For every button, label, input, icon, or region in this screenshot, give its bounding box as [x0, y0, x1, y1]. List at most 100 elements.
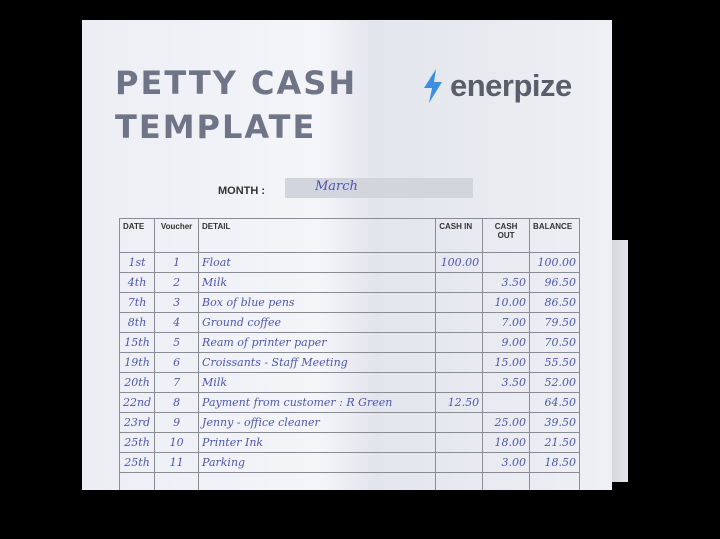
table-row	[118, 472, 580, 490]
title-line-2: TEMPLATE	[115, 108, 317, 146]
month-value: March	[315, 179, 358, 194]
cell-cash-out: 7.00	[482, 312, 531, 333]
cell-date: 20th	[118, 372, 156, 393]
cell-detail: Jenny - office cleaner	[198, 412, 437, 433]
cell-cash-in	[435, 332, 484, 353]
cell-cash-in	[435, 352, 484, 373]
cell-cash-out: 18.00	[482, 432, 531, 453]
cell-detail: Croissants - Staff Meeting	[198, 352, 437, 373]
table-row: 4th 2 Milk 3.50 96.50	[118, 272, 580, 293]
cell-cash-in	[435, 412, 484, 433]
cell-cash-in	[435, 292, 484, 313]
cell-cash-out	[482, 252, 531, 273]
cell-date: 1st	[118, 252, 156, 273]
header-cash-in: CASH IN	[435, 218, 484, 253]
cell-cash-in	[435, 472, 484, 490]
cell-date: 7th	[118, 292, 156, 313]
cell-date: 15th	[118, 332, 156, 353]
cell-voucher: 5	[154, 332, 200, 353]
cell-voucher: 3	[154, 292, 200, 313]
cell-balance	[529, 472, 580, 490]
cell-detail: Ream of printer paper	[198, 332, 437, 353]
petty-cash-sheet: PETTY CASH TEMPLATE enerpize MONTH : Mar…	[82, 20, 612, 490]
cell-voucher: 2	[154, 272, 200, 293]
cell-date: 25th	[118, 432, 156, 453]
cell-voucher: 1	[154, 252, 200, 273]
table-row: 25th 11 Parking 3.00 18.50	[118, 452, 580, 473]
cell-date: 23rd	[118, 412, 156, 433]
cell-balance: 52.00	[529, 372, 580, 393]
table-row: 20th 7 Milk 3.50 52.00	[118, 372, 580, 393]
cell-balance: 64.50	[529, 392, 580, 413]
month-field[interactable]: March	[285, 178, 473, 198]
table-row: 15th 5 Ream of printer paper 9.00 70.50	[118, 332, 580, 353]
cell-detail: Float	[198, 252, 437, 273]
cell-balance: 86.50	[529, 292, 580, 313]
lightning-bolt-icon	[424, 69, 442, 103]
header-detail: DETAIL	[198, 218, 437, 253]
cell-voucher: 8	[154, 392, 200, 413]
cell-balance: 18.50	[529, 452, 580, 473]
cell-detail: Box of blue pens	[198, 292, 437, 313]
cell-balance: 70.50	[529, 332, 580, 353]
cell-cash-out: 3.00	[482, 452, 531, 473]
cell-balance: 96.50	[529, 272, 580, 293]
cell-balance: 55.50	[529, 352, 580, 373]
cell-cash-in	[435, 452, 484, 473]
cell-voucher: 11	[154, 452, 200, 473]
cell-voucher: 9	[154, 412, 200, 433]
cell-cash-out: 25.00	[482, 412, 531, 433]
cell-date: 8th	[118, 312, 156, 333]
cell-detail: Milk	[198, 372, 437, 393]
cell-cash-out: 10.00	[482, 292, 531, 313]
cell-cash-out	[482, 472, 531, 490]
cell-voucher: 7	[154, 372, 200, 393]
cell-cash-in: 12.50	[435, 392, 484, 413]
cell-cash-in	[435, 432, 484, 453]
table-row: 7th 3 Box of blue pens 10.00 86.50	[118, 292, 580, 313]
cell-voucher: 6	[154, 352, 200, 373]
cell-detail: Parking	[198, 452, 437, 473]
header-voucher: Voucher	[154, 218, 200, 253]
cell-detail: Milk	[198, 272, 437, 293]
cell-cash-in	[435, 372, 484, 393]
table-row: 1st 1 Float 100.00 100.00	[118, 252, 580, 273]
table-row: 22nd 8 Payment from customer : R Green 12.5…	[118, 392, 580, 413]
logo: enerpize	[422, 68, 572, 104]
cell-voucher: 4	[154, 312, 200, 333]
cell-detail: Printer Ink	[198, 432, 437, 453]
cell-date	[118, 472, 156, 490]
header-date: DATE	[118, 218, 156, 253]
table-row: 8th 4 Ground coffee 7.00 79.50	[118, 312, 580, 333]
cell-cash-out: 9.00	[482, 332, 531, 353]
logo-text: enerpize	[450, 68, 572, 103]
cell-date: 22nd	[118, 392, 156, 413]
cell-voucher: 10	[154, 432, 200, 453]
cell-cash-in: 100.00	[435, 252, 484, 273]
header-balance: BALANCE	[529, 218, 580, 253]
table-row: 19th 6 Croissants - Staff Meeting 15.00 55.5…	[118, 352, 580, 373]
cell-balance: 100.00	[529, 252, 580, 273]
cell-cash-in	[435, 312, 484, 333]
cell-detail: Payment from customer : R Green	[198, 392, 437, 413]
header-cash-out: CASH OUT	[482, 218, 531, 253]
cell-cash-out	[482, 392, 531, 413]
table-row: 23rd 9 Jenny - office cleaner 25.00 39.50	[118, 412, 580, 433]
cell-cash-out: 3.50	[482, 372, 531, 393]
cell-detail	[198, 472, 437, 490]
cell-cash-in	[435, 272, 484, 293]
cell-date: 4th	[118, 272, 156, 293]
cell-balance: 39.50	[529, 412, 580, 433]
title-line-1: PETTY CASH	[115, 64, 358, 102]
cell-cash-out: 15.00	[482, 352, 531, 373]
month-label: MONTH :	[218, 185, 266, 197]
cell-balance: 21.50	[529, 432, 580, 453]
cell-date: 25th	[118, 452, 156, 473]
cell-date: 19th	[118, 352, 156, 373]
table-row: 25th 10 Printer Ink 18.00 21.50	[118, 432, 580, 453]
cell-voucher	[154, 472, 200, 490]
cell-detail: Ground coffee	[198, 312, 437, 333]
cell-cash-out: 3.50	[482, 272, 531, 293]
petty-cash-table: DATE Voucher DETAIL CASH IN CASH OUT BALANCE …	[118, 218, 580, 490]
cell-balance: 79.50	[529, 312, 580, 333]
